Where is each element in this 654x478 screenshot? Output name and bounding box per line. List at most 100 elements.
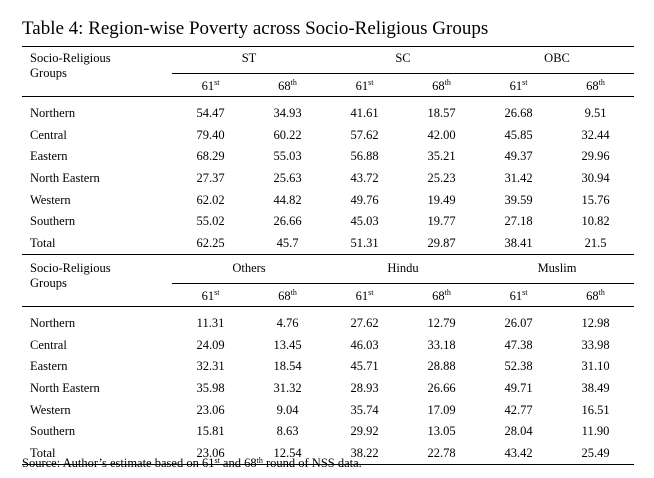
table-cell: 38.41	[480, 232, 558, 256]
table-cell: 11.90	[581, 424, 610, 439]
group-header: Muslim	[480, 257, 635, 284]
region-label: North Eastern	[30, 381, 100, 396]
table-cell: 23.06	[196, 402, 225, 417]
row-header-label: Socio-Religious Groups	[22, 46, 172, 97]
table-row: Southern 55.02 26.66 45.03 19.77 27.18 1…	[22, 211, 634, 233]
table-cell: 25.63	[273, 171, 302, 186]
round-header-61: 61st	[172, 73, 249, 97]
table-cell: 26.66	[427, 381, 456, 396]
region-label: Eastern	[30, 359, 68, 374]
table-cell: 54.47	[196, 106, 225, 121]
poverty-table-religion: Socio-Religious Groups Others Hindu Musl…	[22, 257, 635, 466]
table-cell: 25.23	[427, 171, 456, 186]
table-cell: 13.45	[273, 337, 302, 352]
round-header-68: 68th	[557, 73, 635, 97]
table-cell: 31.42	[504, 171, 533, 186]
table-cell: 43.42	[480, 442, 558, 466]
group-header: ST	[172, 46, 326, 74]
table-cell: 9.04	[276, 402, 299, 417]
table-cell: 27.18	[504, 214, 533, 229]
table-cell: 26.07	[504, 316, 533, 331]
table-cell: 26.66	[273, 214, 302, 229]
table-cell: 17.09	[427, 402, 456, 417]
table-cell: 33.18	[427, 337, 456, 352]
table-cell: 31.10	[581, 359, 610, 374]
table-cell: 56.88	[350, 149, 379, 164]
table-title: Table 4: Region-wise Poverty across Soci…	[22, 18, 489, 39]
table-cell: 68.29	[196, 149, 225, 164]
table-cell: 49.71	[504, 381, 533, 396]
table-row: Northern 11.31 4.76 27.62 12.79 26.07 12…	[22, 313, 634, 335]
table-row: Eastern 32.31 18.54 45.71 28.88 52.38 31…	[22, 356, 634, 378]
table-cell: 15.76	[581, 192, 610, 207]
table-cell: 13.05	[427, 424, 456, 439]
table-row: Western 23.06 9.04 35.74 17.09 42.77 16.…	[22, 399, 634, 421]
table-cell: 16.51	[581, 402, 610, 417]
table-cell: 24.09	[196, 337, 225, 352]
round-header-61: 61st	[326, 73, 403, 97]
region-label: Northern	[30, 316, 76, 331]
table-cell: 19.49	[427, 192, 456, 207]
table-row: North Eastern 27.37 25.63 43.72 25.23 31…	[22, 168, 634, 190]
table-cell: 35.98	[196, 381, 225, 396]
table-row: Central 24.09 13.45 46.03 33.18 47.38 33…	[22, 335, 634, 357]
round-header-68: 68th	[249, 73, 326, 97]
group-header: OBC	[480, 46, 635, 74]
table-row-total: Total 23.06 12.54 38.22 22.78 43.42 25.4…	[22, 442, 635, 466]
table-cell: 26.68	[504, 106, 533, 121]
table-cell: 49.37	[504, 149, 533, 164]
table-cell: 32.44	[581, 127, 610, 142]
table-cell: 39.59	[504, 192, 533, 207]
region-label: Total	[22, 232, 172, 256]
table-cell: 19.77	[427, 214, 456, 229]
round-header-61: 61st	[326, 283, 404, 307]
table-cell: 28.93	[350, 381, 379, 396]
table-cell: 49.76	[350, 192, 379, 207]
table-cell: 10.82	[581, 214, 610, 229]
table-cell: 62.25	[172, 232, 249, 256]
table-cell: 38.22	[326, 442, 404, 466]
table-cell: 25.49	[557, 442, 635, 466]
region-label: Western	[30, 402, 71, 417]
table-cell: 42.77	[504, 402, 533, 417]
table-cell: 60.22	[273, 127, 302, 142]
table-cell: 55.03	[273, 149, 302, 164]
table-cell: 35.21	[427, 149, 456, 164]
table-cell: 41.61	[350, 106, 379, 121]
table-cell: 12.79	[427, 316, 456, 331]
table-cell: 35.74	[350, 402, 379, 417]
table-cell: 31.32	[273, 381, 302, 396]
table-cell: 57.62	[350, 127, 379, 142]
round-header-68: 68th	[557, 283, 635, 307]
round-header-68: 68th	[403, 283, 481, 307]
table-cell: 46.03	[350, 337, 379, 352]
table-cell: 15.81	[196, 424, 225, 439]
table-cell: 29.96	[581, 149, 610, 164]
table-cell: 79.40	[196, 127, 225, 142]
round-header-68: 68th	[249, 283, 327, 307]
table-cell: 12.54	[249, 442, 327, 466]
region-label: Eastern	[30, 149, 68, 164]
region-label: Total	[22, 442, 172, 466]
table-row: Central 79.40 60.22 57.62 42.00 45.85 32…	[22, 125, 634, 147]
table-cell: 52.38	[504, 359, 533, 374]
table-cell: 21.5	[557, 232, 635, 256]
region-label: Central	[30, 337, 67, 352]
region-label: Southern	[30, 214, 76, 229]
table-cell: 45.71	[350, 359, 379, 374]
table-cell: 34.93	[273, 106, 302, 121]
region-label: Central	[30, 127, 67, 142]
region-label: Southern	[30, 424, 76, 439]
region-label: Western	[30, 192, 71, 207]
table-row-total: Total 62.25 45.7 51.31 29.87 38.41 21.5	[22, 232, 635, 256]
table-cell: 29.92	[350, 424, 379, 439]
table-cell: 11.31	[196, 316, 225, 331]
table-cell: 51.31	[326, 232, 403, 256]
table-cell: 27.62	[350, 316, 379, 331]
table-cell: 12.98	[581, 316, 610, 331]
table-cell: 18.57	[427, 106, 456, 121]
table-row: Eastern 68.29 55.03 56.88 35.21 49.37 29…	[22, 146, 634, 168]
round-header-61: 61st	[480, 73, 558, 97]
table-cell: 47.38	[504, 337, 533, 352]
group-header: Hindu	[326, 257, 481, 284]
